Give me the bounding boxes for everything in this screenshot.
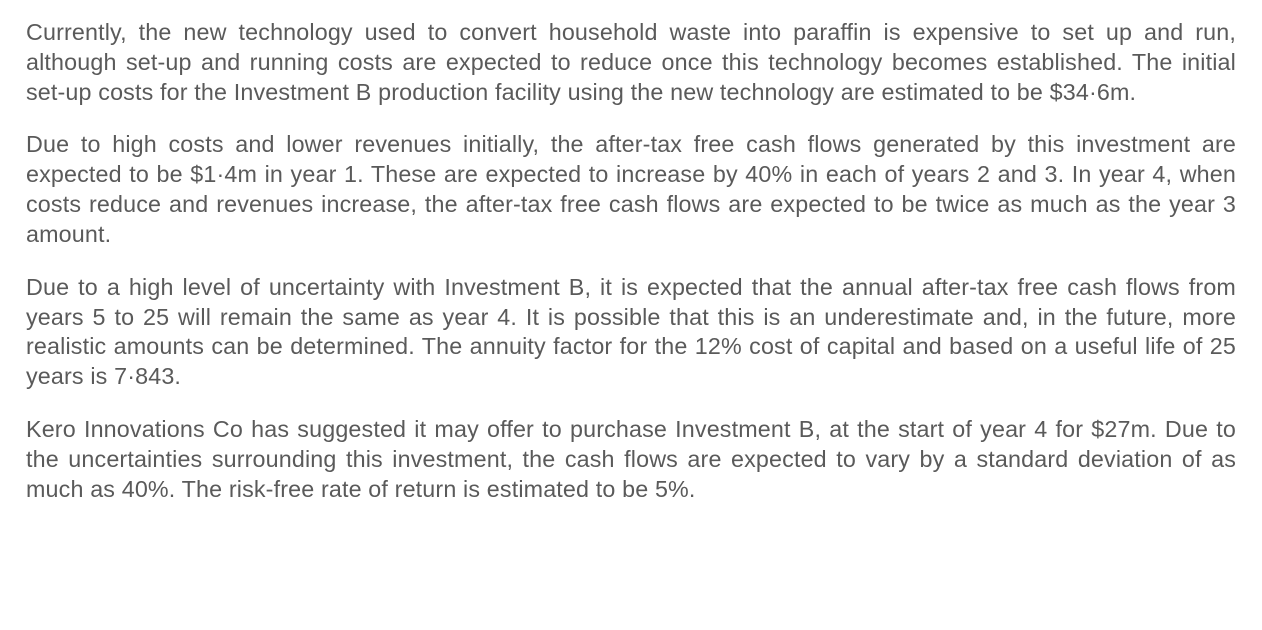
paragraph-4: Kero Innovations Co has suggested it may… xyxy=(26,415,1236,504)
paragraph-2: Due to high costs and lower revenues ini… xyxy=(26,130,1236,249)
paragraph-1: Currently, the new technology used to co… xyxy=(26,18,1236,107)
paragraph-3: Due to a high level of uncertainty with … xyxy=(26,273,1236,392)
